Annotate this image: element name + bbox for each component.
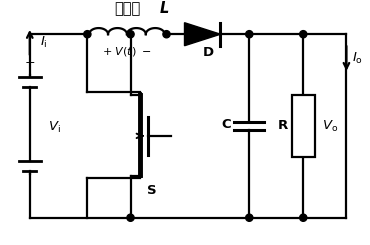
Circle shape xyxy=(163,31,170,38)
Text: $V_\mathrm{i}$: $V_\mathrm{i}$ xyxy=(48,120,61,135)
Text: $+\ V(t)\ -$: $+\ V(t)\ -$ xyxy=(102,45,152,58)
Circle shape xyxy=(127,31,134,38)
Text: 电感器: 电感器 xyxy=(114,1,140,16)
Text: L: L xyxy=(160,1,169,16)
Circle shape xyxy=(84,31,91,38)
Polygon shape xyxy=(185,23,221,46)
Circle shape xyxy=(127,214,134,221)
Text: S: S xyxy=(147,184,157,196)
Text: C: C xyxy=(221,118,231,131)
Bar xyxy=(292,95,315,157)
Text: R: R xyxy=(277,120,287,133)
Text: $V_\mathrm{o}$: $V_\mathrm{o}$ xyxy=(322,118,338,134)
Text: +: + xyxy=(24,56,35,69)
Text: D: D xyxy=(202,46,213,60)
Circle shape xyxy=(300,214,307,221)
Text: $I_\mathrm{o}$: $I_\mathrm{o}$ xyxy=(352,51,363,66)
Circle shape xyxy=(246,31,253,38)
Text: $I_\mathrm{i}$: $I_\mathrm{i}$ xyxy=(40,35,47,50)
Circle shape xyxy=(246,214,253,221)
Circle shape xyxy=(300,31,307,38)
